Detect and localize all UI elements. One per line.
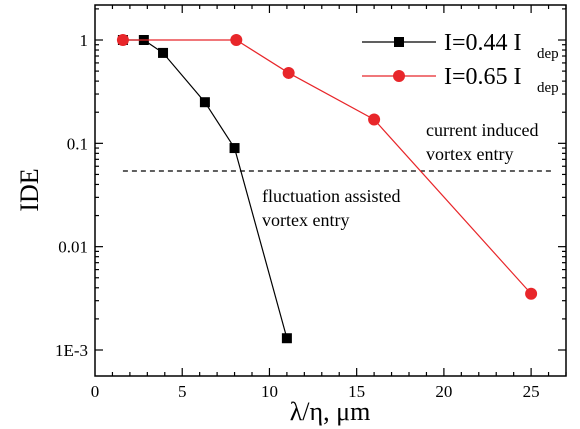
x-tick-label: 25 — [523, 382, 540, 401]
y-tick-label: 0.1 — [67, 134, 88, 153]
legend-marker-1 — [394, 37, 404, 47]
annotation-2-line: fluctuation assisted — [262, 186, 400, 206]
x-tick-label: 10 — [261, 382, 278, 401]
x-axis-label: λ/η, μm — [290, 397, 371, 426]
series — [116, 34, 538, 344]
annotations: current induced vortex entry fluctuation a… — [262, 120, 538, 230]
y-axis-label: IDE — [15, 168, 44, 211]
series-2-point — [282, 66, 295, 79]
legend-label-2: I=0.65 I — [444, 64, 522, 90]
y-tick-label: 1 — [80, 31, 89, 50]
annotation-2-line: vortex entry — [262, 210, 349, 230]
ticks: 0 5 10 15 20 25 1E-3 0.01 0.1 1 — [55, 5, 567, 401]
series-2-point — [230, 34, 243, 46]
legend-label-sub-2: dep — [537, 80, 559, 96]
series-1-point — [229, 143, 240, 154]
series-2-point — [525, 287, 538, 300]
x-tick-label: 15 — [348, 382, 365, 401]
series-1-point — [158, 47, 169, 58]
legend-marker-2 — [393, 70, 405, 82]
x-tick-label: 20 — [435, 382, 452, 401]
annotation-1-line: vortex entry — [426, 144, 513, 164]
axes — [94, 4, 567, 377]
y-tick-label: 1E-3 — [55, 341, 88, 360]
series-2-point — [116, 34, 129, 46]
x-tick-label: 5 — [178, 382, 187, 401]
series-1-point — [199, 97, 210, 108]
annotation-1-line: current induced — [426, 120, 538, 140]
legend: I=0.44 I dep I=0.65 I dep — [362, 30, 559, 96]
series-1-point — [281, 333, 292, 344]
series-2-point — [368, 113, 381, 126]
legend-label-1: I=0.44 I — [444, 30, 522, 56]
legend-label-sub-1: dep — [537, 46, 559, 62]
y-tick-label: 0.01 — [58, 238, 88, 257]
x-tick-label: 0 — [91, 382, 100, 401]
plot-frame — [94, 4, 567, 377]
